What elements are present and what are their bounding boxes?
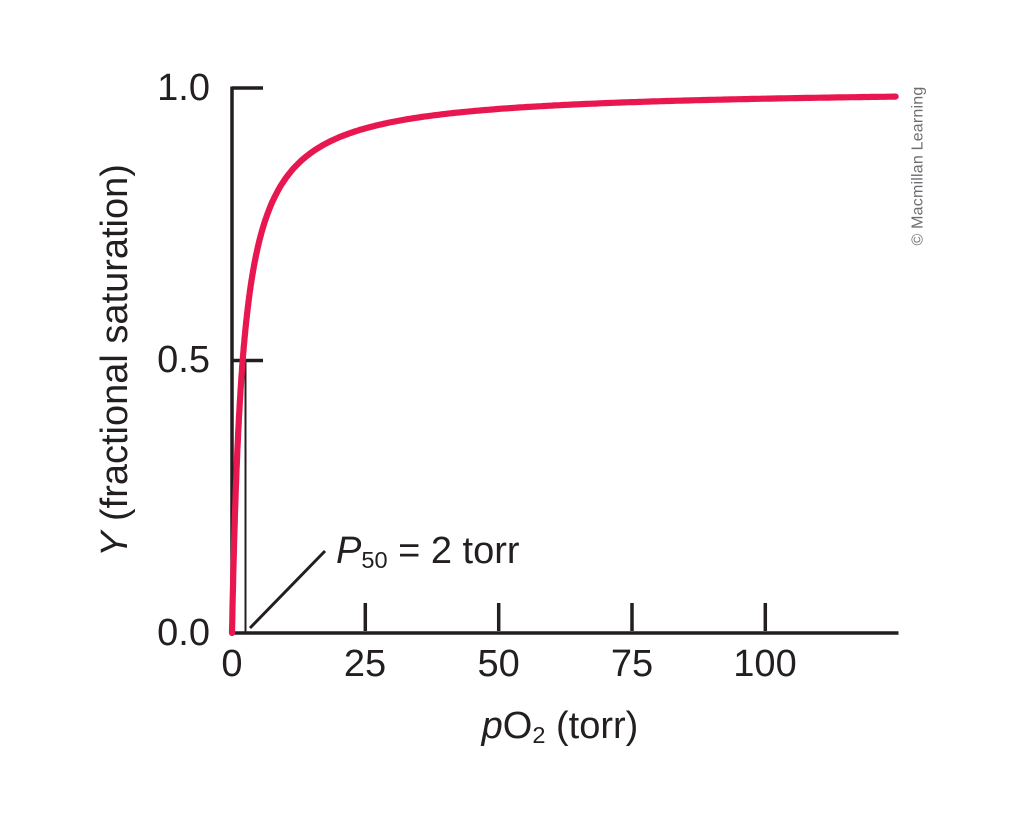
x-tick-label-25: 25 xyxy=(343,643,387,685)
x-axis-title-variable: p xyxy=(481,705,503,747)
x-axis-title: pO2 (torr) xyxy=(380,705,740,749)
x-tick-label-0: 0 xyxy=(221,643,243,685)
y-axis-title: Y (fractional saturation) xyxy=(85,88,145,633)
y-axis-title-variable: Y xyxy=(93,531,136,557)
x-tick-label-75: 75 xyxy=(610,643,654,685)
x-tick-label-50: 50 xyxy=(477,643,520,685)
p50-annotation-rest: = 2 torr xyxy=(387,530,520,572)
x-axis-title-subscript: 2 xyxy=(532,722,546,749)
annotation-leader-line xyxy=(248,549,327,630)
p50-annotation: P50 = 2 torr xyxy=(336,530,520,574)
copyright-credit: © Macmillan Learning xyxy=(896,58,940,273)
x-axis-title-main: O xyxy=(502,705,533,747)
y-tick-label-1.0: 1.0 xyxy=(157,67,210,109)
p50-annotation-variable: P xyxy=(336,530,362,572)
copyright-credit-text: © Macmillan Learning xyxy=(909,86,926,245)
y-axis-title-rest: (fractional saturation) xyxy=(93,164,136,532)
y-tick-label-0.0: 0.0 xyxy=(157,612,210,654)
x-tick-label-100: 100 xyxy=(733,643,797,685)
y-tick-label-0.5: 0.5 xyxy=(157,339,210,381)
p50-annotation-subscript: 50 xyxy=(361,547,388,574)
oxygen-binding-curve xyxy=(228,93,899,637)
x-axis-title-rest: (torr) xyxy=(545,705,639,747)
